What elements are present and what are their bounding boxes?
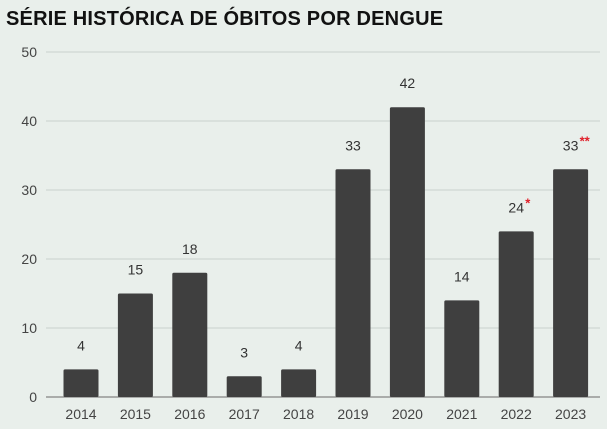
bar-value-label: 33	[345, 137, 361, 153]
bar-value-label: 18	[182, 241, 198, 257]
bar-value-label: 42	[400, 75, 416, 91]
bar	[281, 369, 317, 397]
y-tick-label: 10	[21, 320, 37, 336]
bar-value-marker: **	[580, 133, 591, 148]
bar	[498, 231, 534, 397]
bar-value-marker: *	[525, 195, 531, 210]
bar	[335, 169, 371, 397]
bar-value-label: 4	[77, 337, 85, 353]
bar-value-label: 15	[128, 262, 144, 278]
bar-value-label: 14	[454, 268, 470, 284]
bar	[117, 293, 153, 397]
bar	[226, 376, 262, 397]
bar-value-label: 33	[563, 137, 579, 153]
x-tick-label: 2016	[174, 406, 205, 422]
x-tick-label: 2021	[446, 406, 477, 422]
x-tick-label: 2018	[283, 406, 314, 422]
x-tick-label: 2022	[501, 406, 532, 422]
y-tick-label: 20	[21, 251, 37, 267]
y-tick-label: 30	[21, 182, 37, 198]
bar	[444, 300, 480, 397]
bar-value-label: 4	[295, 337, 303, 353]
bar	[172, 272, 208, 397]
x-tick-label: 2019	[337, 406, 368, 422]
x-tick-label: 2017	[229, 406, 260, 422]
bar-value-label: 24	[508, 199, 524, 215]
bar	[553, 169, 589, 397]
y-tick-label: 40	[21, 113, 37, 129]
x-tick-label: 2015	[120, 406, 151, 422]
x-tick-label: 2023	[555, 406, 586, 422]
bar-value-label: 3	[240, 344, 248, 360]
y-tick-label: 0	[29, 389, 37, 405]
y-tick-label: 50	[21, 44, 37, 60]
chart-title: SÉRIE HISTÓRICA DE ÓBITOS POR DENGUE	[6, 8, 444, 30]
bar	[63, 369, 99, 397]
x-tick-label: 2014	[65, 406, 96, 422]
x-tick-label: 2020	[392, 406, 423, 422]
bar	[389, 107, 425, 397]
